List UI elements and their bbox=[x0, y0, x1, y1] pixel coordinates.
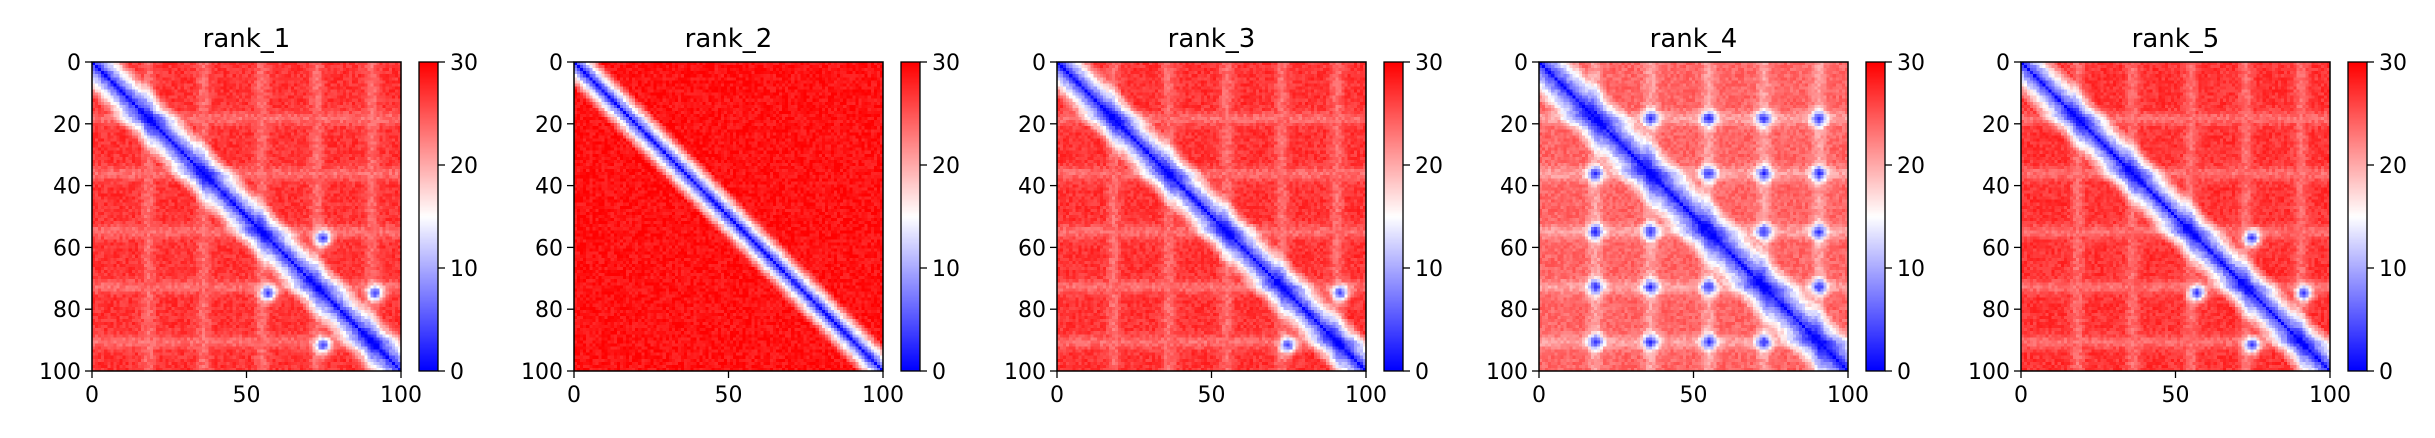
panel-title: rank_4 bbox=[1650, 24, 1738, 54]
colorbar-tick-label: 20 bbox=[1415, 154, 1443, 179]
y-tick-label: 20 bbox=[1500, 113, 1528, 138]
y-tick-label: 20 bbox=[1018, 113, 1046, 138]
colorbar-frame bbox=[1865, 61, 1886, 372]
colorbar-tick-label: 30 bbox=[1415, 51, 1443, 76]
x-tick-label: 50 bbox=[715, 383, 743, 408]
colorbar-tick-label: 10 bbox=[450, 257, 478, 282]
colorbar-tick-label: 0 bbox=[1897, 360, 1911, 385]
colorbar-tick-label: 0 bbox=[932, 360, 946, 385]
y-tick-label: 0 bbox=[1032, 51, 1046, 76]
panel-title: rank_3 bbox=[1168, 24, 1256, 54]
y-tick-label: 40 bbox=[535, 175, 563, 200]
colorbar-tick-label: 20 bbox=[1897, 154, 1925, 179]
colorbar-tick-label: 30 bbox=[450, 51, 478, 76]
colorbar-tick-label: 30 bbox=[1897, 51, 1925, 76]
heatmap-image bbox=[1057, 62, 1366, 371]
y-tick-label: 100 bbox=[521, 360, 563, 385]
colorbar-gradient bbox=[901, 62, 920, 371]
x-tick-label: 100 bbox=[1345, 383, 1387, 408]
y-tick-label: 0 bbox=[1514, 51, 1528, 76]
y-tick-label: 100 bbox=[1004, 360, 1046, 385]
y-tick-label: 40 bbox=[1982, 175, 2010, 200]
y-tick-label: 60 bbox=[535, 236, 563, 261]
panel-title: rank_2 bbox=[685, 24, 773, 54]
heatmap-image bbox=[1539, 62, 1848, 371]
colorbar-gradient bbox=[1384, 62, 1403, 371]
y-tick-label: 80 bbox=[1018, 298, 1046, 323]
colorbar-tick-label: 30 bbox=[932, 51, 960, 76]
heatmap-image bbox=[2021, 62, 2330, 371]
colorbar-tick-label: 10 bbox=[2379, 257, 2407, 282]
colorbar-tick-label: 20 bbox=[2379, 154, 2407, 179]
x-tick-label: 100 bbox=[1827, 383, 1869, 408]
x-tick-label: 100 bbox=[862, 383, 904, 408]
colorbar-tick-label: 0 bbox=[1415, 360, 1429, 385]
colorbar-tick-label: 20 bbox=[932, 154, 960, 179]
panel-title: rank_5 bbox=[2132, 24, 2220, 54]
colorbar-tick-label: 30 bbox=[2379, 51, 2407, 76]
x-tick-label: 0 bbox=[2014, 383, 2028, 408]
x-tick-label: 50 bbox=[2162, 383, 2190, 408]
y-tick-label: 40 bbox=[53, 175, 81, 200]
x-tick-label: 50 bbox=[233, 383, 261, 408]
x-tick-label: 0 bbox=[1532, 383, 1546, 408]
x-tick-label: 0 bbox=[1050, 383, 1064, 408]
y-tick-label: 100 bbox=[1486, 360, 1528, 385]
colorbar-tick-label: 10 bbox=[932, 257, 960, 282]
colorbar-tick-label: 0 bbox=[2379, 360, 2393, 385]
panel-title: rank_1 bbox=[203, 24, 291, 54]
x-tick-label: 50 bbox=[1198, 383, 1226, 408]
y-tick-label: 80 bbox=[53, 298, 81, 323]
y-tick-label: 40 bbox=[1500, 175, 1528, 200]
colorbar-gradient bbox=[2348, 62, 2367, 371]
y-tick-label: 0 bbox=[1996, 51, 2010, 76]
x-tick-label: 50 bbox=[1680, 383, 1708, 408]
y-tick-label: 60 bbox=[1982, 236, 2010, 261]
colorbar-tick-label: 10 bbox=[1415, 257, 1443, 282]
colorbar-frame bbox=[418, 61, 439, 372]
y-tick-label: 60 bbox=[1018, 236, 1046, 261]
colorbar-gradient bbox=[419, 62, 438, 371]
x-tick-label: 0 bbox=[567, 383, 581, 408]
colorbar-frame bbox=[900, 61, 921, 372]
y-tick-label: 20 bbox=[535, 113, 563, 138]
y-tick-label: 60 bbox=[53, 236, 81, 261]
colorbar-frame bbox=[2347, 61, 2368, 372]
y-tick-label: 100 bbox=[1968, 360, 2010, 385]
y-tick-label: 80 bbox=[535, 298, 563, 323]
y-tick-label: 20 bbox=[53, 113, 81, 138]
colorbar-frame bbox=[1383, 61, 1404, 372]
y-tick-label: 60 bbox=[1500, 236, 1528, 261]
colorbar-tick-label: 20 bbox=[450, 154, 478, 179]
y-tick-label: 0 bbox=[67, 51, 81, 76]
colorbar-tick-label: 0 bbox=[450, 360, 464, 385]
y-tick-label: 80 bbox=[1500, 298, 1528, 323]
y-tick-label: 0 bbox=[549, 51, 563, 76]
x-tick-label: 0 bbox=[85, 383, 99, 408]
y-tick-label: 80 bbox=[1982, 298, 2010, 323]
colorbar-tick-label: 10 bbox=[1897, 257, 1925, 282]
x-tick-label: 100 bbox=[2309, 383, 2351, 408]
y-tick-label: 100 bbox=[39, 360, 81, 385]
colorbar-gradient bbox=[1866, 62, 1885, 371]
heatmap-image bbox=[574, 62, 883, 371]
y-tick-label: 40 bbox=[1018, 175, 1046, 200]
heatmap-image bbox=[92, 62, 401, 371]
x-tick-label: 100 bbox=[380, 383, 422, 408]
y-tick-label: 20 bbox=[1982, 113, 2010, 138]
